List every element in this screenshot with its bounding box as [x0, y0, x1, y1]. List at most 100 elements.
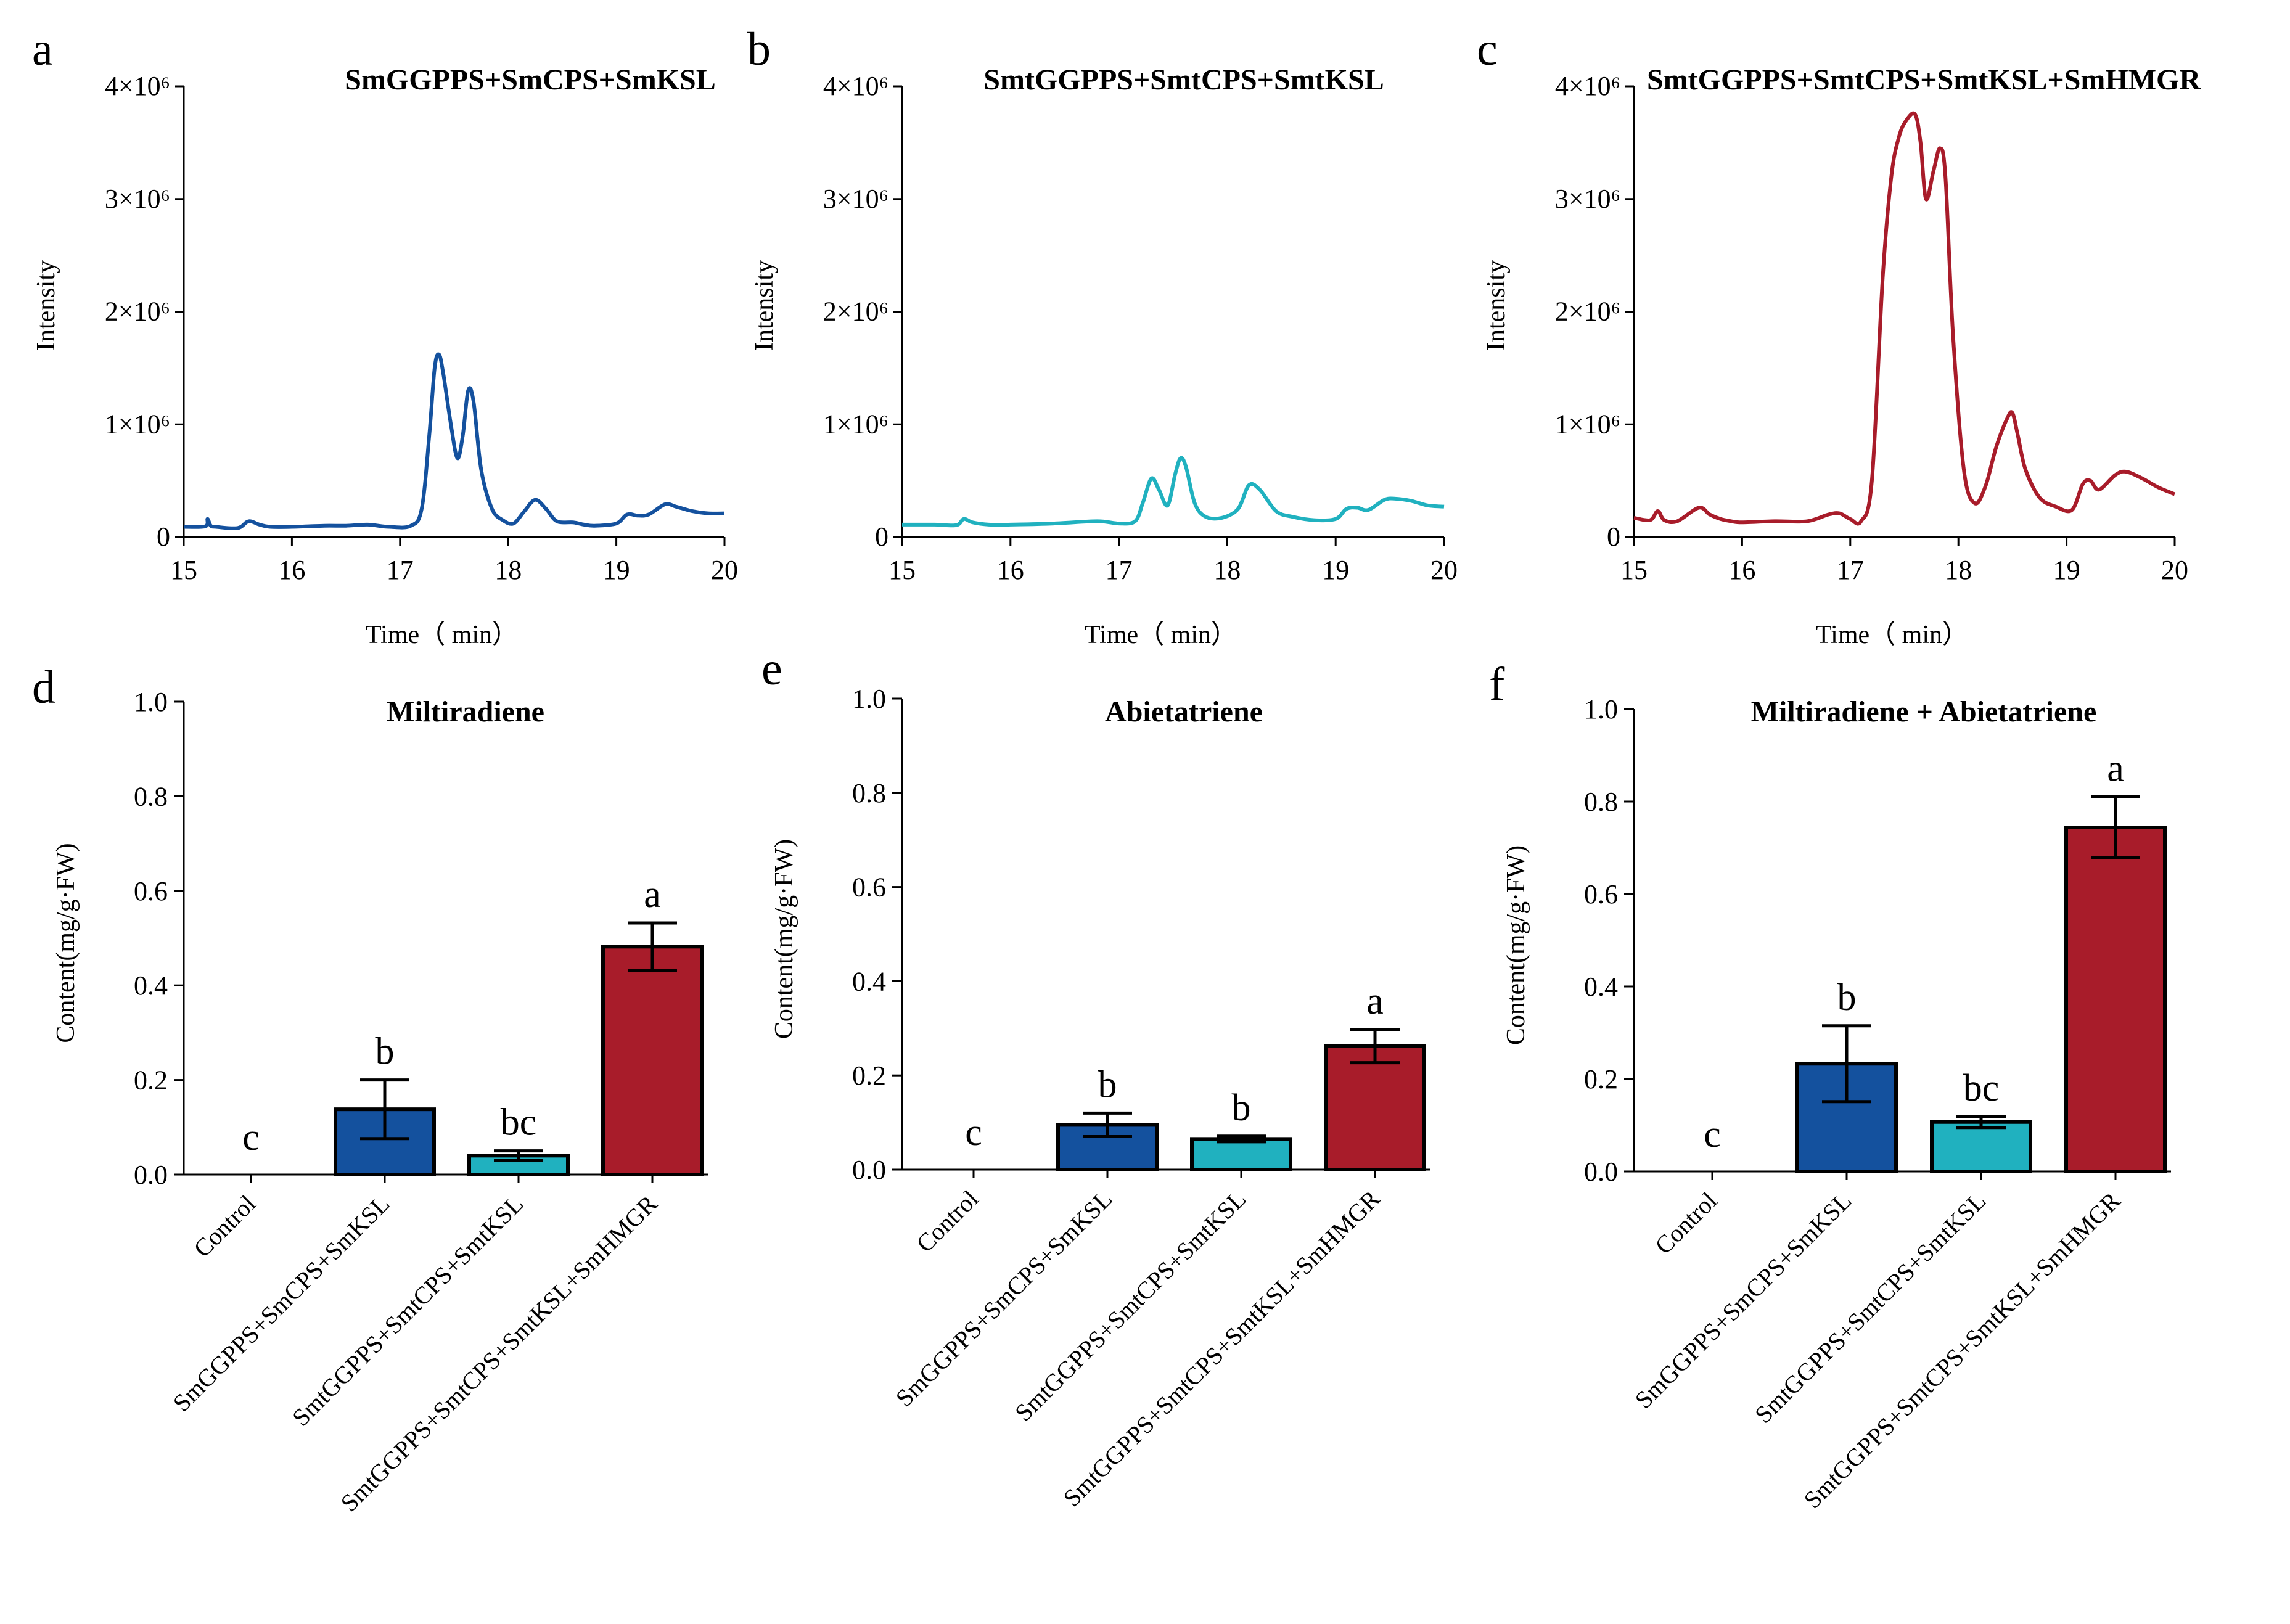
y-axis-label: Intensity [1482, 260, 1511, 351]
category-label: SmGGPPS+SmCPS+SmKSL [1630, 1187, 1857, 1414]
x-tick-label: 19 [1322, 555, 1349, 585]
x-tick-label: 19 [2053, 555, 2080, 585]
x-axis-label: Time（ min） [1816, 621, 1968, 649]
x-tick-label: 18 [495, 555, 522, 585]
y-tick-label: 0 [1607, 522, 1620, 552]
x-tick-label: 17 [1106, 555, 1133, 585]
panel-title: SmtGGPPS+SmtCPS+SmtKSL+SmHMGR [1647, 64, 2201, 96]
x-tick-label: 20 [711, 555, 738, 585]
category-label: Control [1649, 1187, 1722, 1260]
y-tick-label: 0.4 [134, 970, 168, 1001]
panel-f: f Miltiradiene + Abietatriene 0.0 0.2 0.4 0.6… [1489, 658, 2171, 1514]
y-tick-label: 2×10⁶ [1555, 297, 1620, 327]
y-tick-label: 0.2 [134, 1065, 168, 1096]
panel-letter: e [761, 643, 782, 695]
x-tick-label: 18 [1945, 555, 1972, 585]
y-tick-label: 1×10⁶ [823, 409, 889, 439]
x-tick-label: 16 [1728, 555, 1755, 585]
significance-letter: a [644, 874, 661, 916]
y-tick-label: 1×10⁶ [1555, 409, 1620, 439]
panel-c: c SmtGGPPS+SmtCPS+SmtKSL+SmHMGR 0 1×10⁶ 2×10… [1477, 23, 2201, 649]
y-tick-label: 4×10⁶ [105, 71, 170, 101]
y-axis-label: Content(mg/g·FW) [52, 843, 80, 1043]
x-axis-label: Time（ min） [1085, 621, 1237, 649]
bar-4 [2064, 826, 2167, 1173]
panel-letter: d [32, 662, 55, 713]
x-tick-label: 19 [603, 555, 630, 585]
panel-title: SmGGPPS+SmCPS+SmKSL [345, 64, 715, 96]
significance-letter: a [2107, 748, 2124, 790]
y-tick-label: 2×10⁶ [823, 297, 889, 327]
x-tick-label: 15 [889, 555, 916, 585]
y-tick-label: 0.2 [852, 1060, 886, 1091]
category-label: SmtGGPPS+SmtCPS+SmtKSL [287, 1190, 528, 1432]
significance-letter: bc [501, 1102, 537, 1144]
bar-4 [601, 945, 704, 1177]
chromatogram-line [901, 456, 1445, 528]
y-tick-label: 0.6 [852, 872, 886, 903]
y-tick-label: 1.0 [134, 687, 168, 717]
bar-3 [1190, 1137, 1292, 1171]
x-tick-label: 15 [1620, 555, 1648, 585]
y-tick-label: 3×10⁶ [823, 184, 889, 214]
x-tick-label: 20 [2161, 555, 2188, 585]
y-tick-label: 0.4 [1584, 972, 1618, 1002]
significance-letter: a [1366, 980, 1384, 1022]
bar-2 [1795, 1062, 1898, 1173]
y-tick-label: 0 [157, 522, 170, 552]
panel-d: d Miltiradiene 0.0 0.2 0.4 0.6 0.8 1.0 Content(m… [32, 662, 708, 1517]
y-tick-label: 3×10⁶ [105, 184, 170, 214]
y-tick-label: 4×10⁶ [1555, 71, 1620, 101]
panel-title: SmtGGPPS+SmtCPS+SmtKSL [983, 64, 1384, 96]
y-axis-label: Intensity [32, 260, 60, 351]
panel-letter: a [32, 23, 53, 75]
x-tick-label: 16 [997, 555, 1024, 585]
y-tick-label: 0.2 [1584, 1064, 1618, 1094]
y-tick-label: 0.8 [134, 781, 168, 811]
y-tick-label: 1.0 [1584, 694, 1618, 724]
bar-4 [1324, 1044, 1426, 1172]
panel-letter: f [1489, 658, 1505, 710]
y-tick-label: 2×10⁶ [105, 297, 170, 327]
significance-letter: b [1098, 1064, 1117, 1105]
category-label: SmtGGPPS+SmtCPS+SmtKSL [1749, 1187, 1991, 1429]
panel-b: b SmtGGPPS+SmtCPS+SmtKSL 0 1×10⁶ 2×10⁶ 3×10⁶ 4… [747, 23, 1458, 649]
y-tick-label: 0.0 [1584, 1157, 1618, 1187]
x-tick-label: 17 [387, 555, 414, 585]
panel-title: Miltiradiene + Abietatriene [1751, 695, 2097, 728]
significance-letter: c [242, 1117, 260, 1159]
y-axis-label: Content(mg/g·FW) [1502, 845, 1530, 1045]
y-tick-label: 0.6 [1584, 879, 1618, 909]
significance-letter: b [1837, 977, 1857, 1019]
y-tick-label: 0 [875, 522, 889, 552]
significance-letter: c [1704, 1113, 1721, 1155]
y-axis-label: Content(mg/g·FW) [770, 839, 798, 1039]
category-label: SmtGGPPS+SmtCPS+SmtKSL+SmHMGR [1799, 1186, 2126, 1514]
x-tick-label: 16 [278, 555, 305, 585]
panel-title: Abietatriene [1105, 695, 1263, 728]
significance-letter: b [376, 1031, 395, 1073]
y-tick-label: 0.0 [852, 1155, 886, 1185]
significance-letter: b [1232, 1087, 1251, 1129]
y-tick-label: 0.6 [134, 876, 168, 906]
y-tick-label: 1×10⁶ [105, 409, 170, 439]
y-tick-label: 3×10⁶ [1555, 184, 1620, 214]
category-label: Control [911, 1185, 983, 1258]
bar-2 [334, 1107, 436, 1177]
significance-letter: bc [1963, 1067, 2000, 1109]
panel-title: Miltiradiene [387, 695, 544, 728]
x-tick-label: 17 [1837, 555, 1864, 585]
chromatogram-line [1633, 111, 2176, 526]
category-label: SmGGPPS+SmCPS+SmKSL [890, 1185, 1118, 1413]
x-tick-label: 18 [1213, 555, 1241, 585]
x-tick-label: 20 [1430, 555, 1458, 585]
panel-e: e Abietatriene 0.0 0.2 0.4 0.6 0.8 1.0 Content(m… [761, 643, 1430, 1512]
category-label: Control [188, 1190, 261, 1263]
x-tick-label: 15 [170, 555, 197, 585]
y-tick-label: 0.0 [134, 1160, 168, 1190]
y-tick-label: 0.4 [852, 966, 886, 996]
category-label: SmtGGPPS+SmtCPS+SmtKSL [1009, 1185, 1251, 1427]
panel-letter: b [747, 23, 771, 75]
x-axis-label: Time（ min） [366, 621, 518, 649]
